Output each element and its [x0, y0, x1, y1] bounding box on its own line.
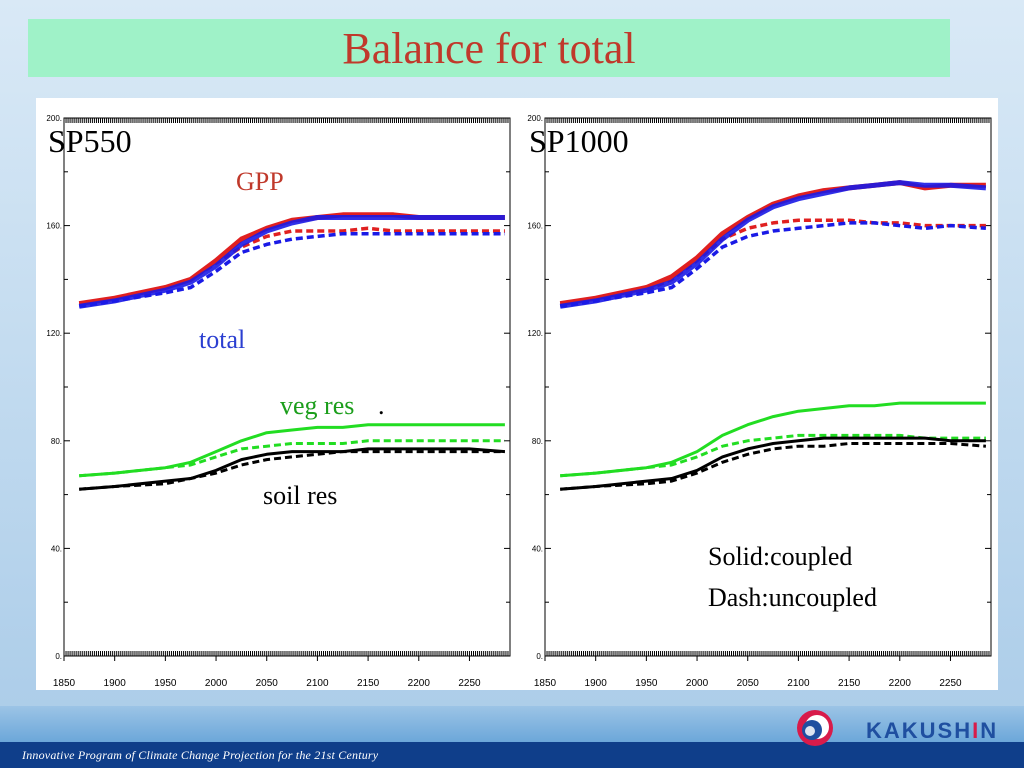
series-line-total_coupled: [78, 215, 505, 309]
series-line-veg_uncoupled: [79, 439, 505, 478]
x-tick-label: 1850: [53, 678, 76, 689]
footer-stripe: [0, 742, 1024, 768]
slide-title: Balance for total: [342, 23, 636, 73]
y-tick-label: 160.: [46, 222, 62, 231]
series-line-soil_coupled: [560, 436, 986, 491]
panel-label: SP550: [48, 123, 132, 159]
x-tick-label: 2200: [408, 678, 431, 689]
series-line-total_uncoupled: [78, 231, 505, 309]
y-tick-label: 40.: [532, 544, 543, 553]
y-tick-label: 120.: [527, 329, 543, 338]
x-tick-label: 1900: [585, 678, 608, 689]
annotation-soil-res: soil res: [263, 481, 337, 510]
series-line-gpp_uncoupled: [78, 226, 505, 306]
x-tick-label: 1950: [154, 678, 177, 689]
footer-program-text: Innovative Program of Climate Change Pro…: [22, 748, 379, 762]
x-tick-label: 2000: [205, 678, 228, 689]
y-tick-label: 200.: [46, 114, 62, 123]
chart-area-background: [36, 98, 998, 690]
series-line-veg_coupled: [79, 423, 505, 478]
y-tick-label: 0.: [55, 652, 62, 661]
x-tick-label: 2100: [306, 678, 329, 689]
title-banner: Balance for total: [28, 19, 950, 77]
chart-sp1000: 1850 1900 1950 2000 2050 2100 2150 2200 2250 0. 40…: [527, 114, 992, 689]
legend-note-solid: Solid:coupled: [708, 542, 852, 571]
kakushin-logo-text: KAKUSHIN: [866, 718, 998, 744]
x-tick-label: 2050: [737, 678, 760, 689]
annotation-total: total: [199, 325, 245, 354]
series-line-soil_uncoupled: [560, 442, 987, 491]
series-line-soil_uncoupled: [79, 450, 505, 491]
y-tick-label: 200.: [527, 114, 543, 123]
chart-sp550: 1850 1900 1950 2000 2050 2100 2150 2200 2250 0. 40…: [46, 114, 511, 689]
kakushin-logo-icon: [797, 710, 833, 746]
series-line-soil_coupled: [79, 447, 506, 491]
x-tick-label: 2150: [357, 678, 380, 689]
y-tick-label: 120.: [46, 329, 62, 338]
x-tick-label: 2100: [787, 678, 810, 689]
series-line-total_coupled: [559, 180, 987, 309]
x-tick-label: 2150: [838, 678, 861, 689]
logo-text-pre: KAKUSH: [866, 718, 973, 743]
panel-label: SP1000: [529, 123, 629, 159]
x-tick-label: 2250: [939, 678, 962, 689]
x-tick-label: 2200: [889, 678, 912, 689]
y-tick-label: 80.: [532, 437, 543, 446]
x-tick-label: 1900: [104, 678, 127, 689]
x-tick-label: 1950: [635, 678, 658, 689]
x-tick-label: 2250: [458, 678, 481, 689]
logo-text-i: I: [972, 718, 981, 743]
series-line-total_uncoupled: [559, 221, 987, 309]
x-tick-label: 2000: [686, 678, 709, 689]
legend-note-dash: Dash:uncoupled: [708, 583, 877, 612]
annotation-veg-res: veg res: [280, 391, 354, 420]
y-tick-label: 160.: [527, 222, 543, 231]
y-tick-label: 80.: [51, 437, 62, 446]
annotation-gpp: GPP: [236, 167, 284, 196]
y-tick-label: 0.: [536, 652, 543, 661]
plot-frame: [63, 117, 511, 657]
y-tick-label: 40.: [51, 544, 62, 553]
annotation-veg-res-dot: .: [378, 391, 385, 420]
logo-text-post: N: [980, 718, 999, 743]
x-tick-label: 1850: [534, 678, 557, 689]
series-line-gpp_coupled: [78, 212, 505, 307]
series-line-gpp_coupled: [559, 180, 986, 307]
x-tick-label: 2050: [256, 678, 279, 689]
plot-frame: [544, 117, 992, 657]
